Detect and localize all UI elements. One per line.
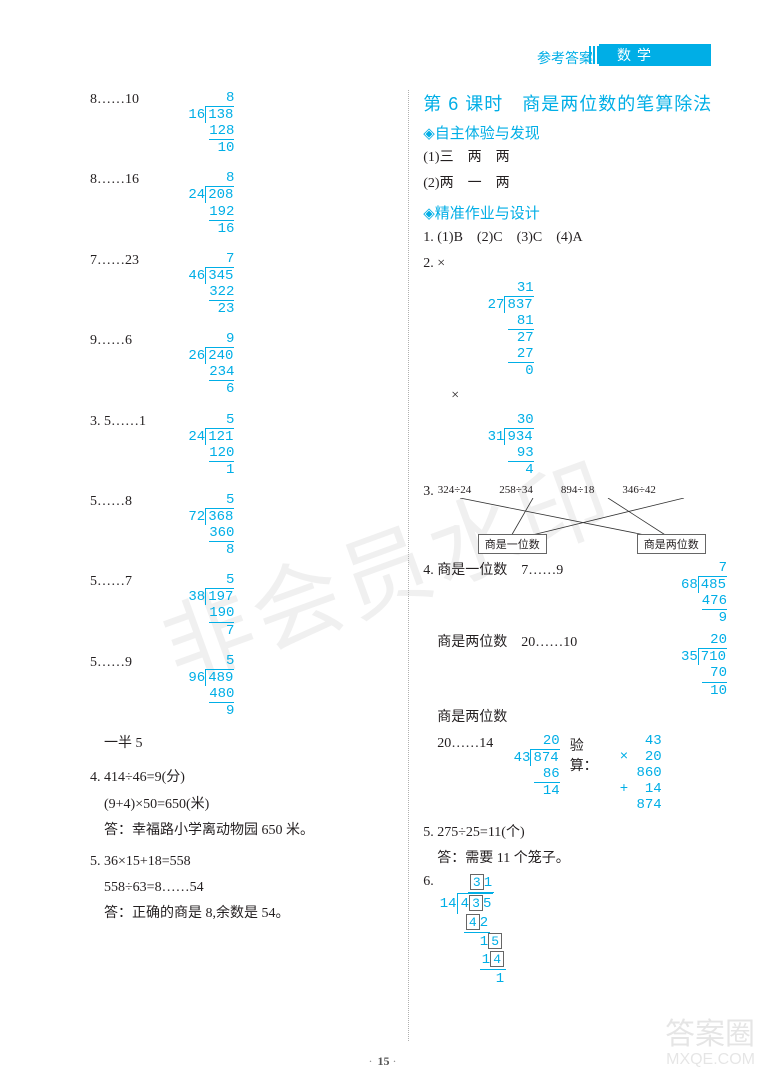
column-divider xyxy=(402,90,416,1051)
q2-label: 2. × xyxy=(423,253,727,275)
q5-line2: 答：需要 11 个笼子。 xyxy=(437,848,727,870)
match-top-item: 894÷18 xyxy=(561,484,595,496)
q4b-row: 商是两位数 20……10 2035710 70 10 xyxy=(423,632,727,698)
q4a-div: 768485 476 9 xyxy=(677,560,727,626)
footer-dot-r: · xyxy=(393,1054,399,1068)
left-column: 8……10 816138 128 10 8……16 824208 192 16 7…… xyxy=(90,90,402,1051)
long-division: 3127837 81 27 27 0 xyxy=(483,280,533,380)
long-division: 816138 128 10 xyxy=(184,90,234,156)
match-bottom-item: 商是一位数 xyxy=(478,534,547,554)
q6-label: 6. xyxy=(423,874,434,890)
q6-division: 311443542 15141 xyxy=(440,874,506,988)
page-header: 参考答案 数学 ✦ xyxy=(0,44,767,72)
match-box: 324÷24 258÷34 894÷18 346÷42 商是一位数 商是两位数 xyxy=(438,484,727,554)
division-row: 8……10 816138 128 10 xyxy=(90,90,402,156)
lesson-title: 第 6 课时 商是两位数的笔算除法 xyxy=(423,90,727,116)
q6-row: 6. 311443542 15141 xyxy=(423,874,727,988)
long-division: 746345 322 23 xyxy=(184,251,234,317)
q4a-row: 4. 商是一位数 7……9 768485 476 9 xyxy=(423,560,727,626)
s1-line2: (2)两 一 两 xyxy=(423,173,727,195)
division-label: 3. 5……1 xyxy=(90,412,154,430)
subject-box: 数学 xyxy=(599,44,711,66)
long-division: 824208 192 16 xyxy=(184,170,234,236)
match-top-item: 346÷42 xyxy=(622,484,656,496)
division-label: 8……10 xyxy=(90,90,154,108)
q2b-mark: × xyxy=(451,385,727,407)
half-line: 一半 5 xyxy=(104,733,402,755)
section-2-title: ◈精准作业与设计 xyxy=(423,202,727,223)
division-label: 9……6 xyxy=(90,331,154,349)
division-row: 9……6 926240 234 6 xyxy=(90,331,402,397)
division-label: 5……7 xyxy=(90,572,154,590)
q3-row: 3. 324÷24 258÷34 894÷18 346÷42 商是一位数 商是两位数 xyxy=(423,484,727,554)
long-division: 596489 480 9 xyxy=(184,653,234,719)
q4-line2: (9+4)×50=650(米) xyxy=(104,794,402,816)
q4c-label2: 20……14 xyxy=(437,733,499,755)
s1-line1: (1)三 两 两 xyxy=(423,147,727,169)
q1: 1. (1)B (2)C (3)C (4)A xyxy=(423,227,727,249)
match-bottom: 商是一位数 商是两位数 xyxy=(478,534,706,554)
q4a-label: 4. 商是一位数 7……9 xyxy=(423,560,662,582)
footer-dot-l: · xyxy=(369,1054,375,1068)
page-number: 15 xyxy=(378,1054,390,1068)
match-top-item: 258÷34 xyxy=(499,484,533,496)
q5-line1: 5. 275÷25=11(个) xyxy=(423,822,727,844)
division-row: 5……7 538197 190 7 xyxy=(90,572,402,638)
q4c-label: 商是两位数 xyxy=(437,707,727,729)
q4-line3: 答：幸福路小学离动物园 650 米。 xyxy=(104,820,402,842)
division-row: 7……23 746345 322 23 xyxy=(90,251,402,317)
section-1-title: ◈自主体验与发现 xyxy=(423,122,727,143)
long-division: 538197 190 7 xyxy=(184,572,234,638)
q4b-label: 商是两位数 20……10 xyxy=(437,632,662,654)
right-column: 第 6 课时 商是两位数的笔算除法 ◈自主体验与发现 (1)三 两 两 (2)两 一 … xyxy=(415,90,727,1051)
division-row: 5……9 596489 480 9 xyxy=(90,653,402,719)
division-row: 3. 5……1 524121 120 1 xyxy=(90,412,402,478)
q5-line3: 答：正确的商是 8,余数是 54。 xyxy=(104,903,402,925)
division-label: 8……16 xyxy=(90,170,154,188)
q3-label: 3. xyxy=(423,484,434,500)
long-division: 926240 234 6 xyxy=(184,331,234,397)
long-division: 524121 120 1 xyxy=(184,412,234,478)
long-division: 768485 476 9 xyxy=(677,560,727,626)
verify-calc: 43 × 20 860 + 14 874 xyxy=(620,733,662,813)
long-division: 2035710 70 10 xyxy=(677,632,727,698)
q4c-row: 20……14 2043874 86 14 验算： 43 × 20 860 + 14… xyxy=(423,733,727,813)
division-label: 5……9 xyxy=(90,653,154,671)
division-row: 8……16 824208 192 16 xyxy=(90,170,402,236)
q2a-div: 3127837 81 27 27 0 xyxy=(483,280,727,380)
verify-label: 验算： xyxy=(570,733,610,775)
match-bottom-item: 商是两位数 xyxy=(637,534,706,554)
match-top-item: 324÷24 xyxy=(438,484,472,496)
division-label: 7……23 xyxy=(90,251,154,269)
q5-line1: 5. 36×15+18=558 xyxy=(90,851,402,873)
q4-line1: 4. 414÷46=9(分) xyxy=(90,767,402,789)
q5-line2: 558÷63=8……54 xyxy=(104,877,402,899)
page-footer: · 15 · xyxy=(0,1054,767,1069)
long-division: 3031934 93 4 xyxy=(483,412,533,478)
header-star-icon: ✦ xyxy=(727,48,737,63)
q2b-div: 3031934 93 4 xyxy=(483,412,727,478)
page-body: 8……10 816138 128 10 8……16 824208 192 16 7…… xyxy=(90,90,727,1051)
q4b-div: 2035710 70 10 xyxy=(677,632,727,698)
division-row: 5……8 572368 360 8 xyxy=(90,492,402,558)
long-division: 2043874 86 14 xyxy=(509,733,559,799)
match-top: 324÷24 258÷34 894÷18 346÷42 xyxy=(438,484,656,496)
division-label: 5……8 xyxy=(90,492,154,510)
answers-label: 参考答案 xyxy=(537,48,593,68)
q4c-div: 2043874 86 14 xyxy=(509,733,559,799)
long-division: 572368 360 8 xyxy=(184,492,234,558)
